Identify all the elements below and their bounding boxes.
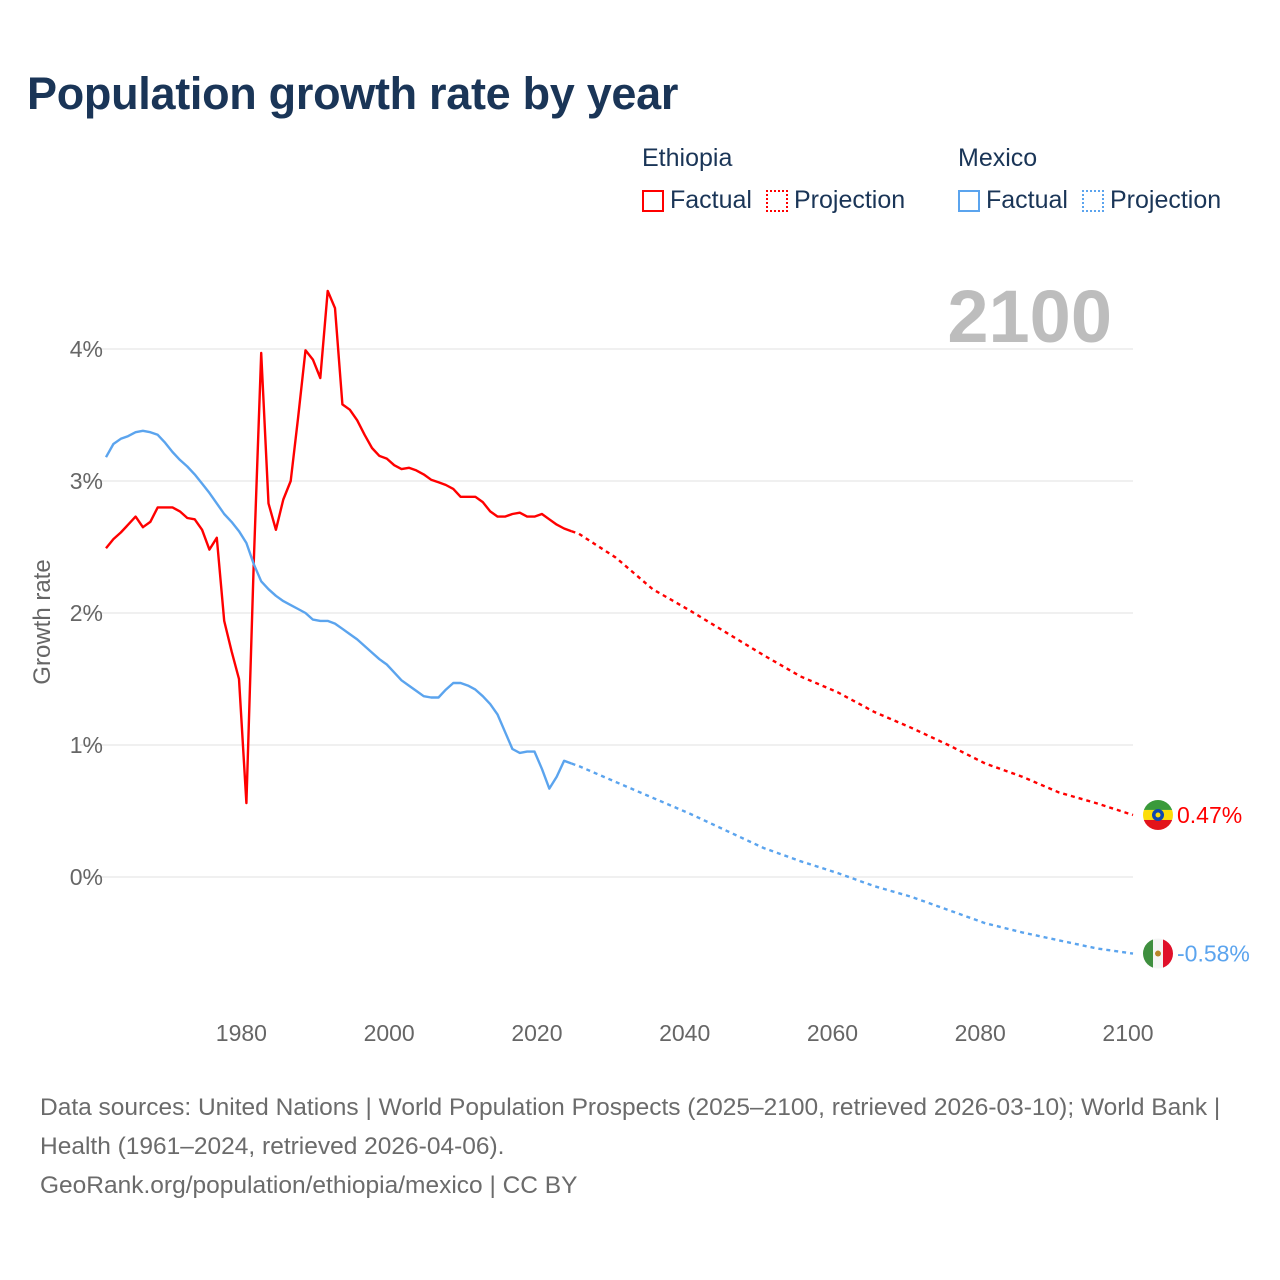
flag-icon-mexico (1143, 938, 1173, 969)
x-tick-label: 2080 (955, 1020, 1006, 1046)
line-chart: 2100 Growth rate 0% 1% 2% 3% 4% 1980 2000 2020 2… (29, 275, 1250, 1046)
legend-ethiopia-factual[interactable]: Factual (642, 186, 752, 215)
series-line-mexico-factual[interactable] (104, 429, 572, 790)
legend-swatch-dotted (1081, 189, 1104, 212)
y-tick-label: 2% (70, 600, 103, 626)
legend-label: Projection (1109, 186, 1222, 214)
end-value-label: 0.47% (1177, 802, 1242, 828)
legend-swatch-solid (958, 189, 980, 212)
series-line-ethiopia-factual[interactable] (105, 289, 572, 805)
y-tick-label: 3% (70, 468, 103, 494)
legend-country-label: Ethiopia (642, 144, 733, 172)
footer: Data sources: United Nations | World Pop… (40, 1088, 1240, 1205)
legend-ethiopia-projection[interactable]: Projection (765, 186, 906, 215)
x-tick-label: 2040 (659, 1020, 710, 1046)
legend-mexico-factual[interactable]: Factual (958, 186, 1068, 215)
series-line-ethiopia-projection[interactable] (571, 530, 1134, 817)
chart-title: Population growth rate by year (27, 68, 679, 119)
source-link[interactable]: GeoRank.org/population/ethiopia/mexico |… (40, 1172, 578, 1199)
legend-group-mexico: Mexico Factual Projection (958, 144, 1221, 215)
legend-group-ethiopia: Ethiopia Factual Projection (642, 144, 905, 215)
y-axis-title: Growth rate (29, 559, 56, 684)
legend-label: Projection (793, 186, 906, 214)
legend-mexico-projection[interactable]: Projection (1081, 186, 1222, 215)
y-tick-label: 4% (70, 336, 103, 362)
x-tick-label: 2060 (807, 1020, 858, 1046)
end-value-label: -0.58% (1177, 941, 1250, 967)
year-watermark: 2100 (947, 275, 1112, 358)
legend-label: Factual (670, 186, 752, 214)
data-sources: Data sources: United Nations | World Pop… (40, 1094, 1221, 1160)
flag-icon-ethiopia (1143, 799, 1173, 830)
x-tick-label: 2100 (1102, 1020, 1153, 1046)
y-tick-label: 1% (70, 732, 103, 758)
x-tick-label: 2020 (511, 1020, 562, 1046)
series-line-mexico-projection[interactable] (571, 762, 1134, 955)
legend-label: Factual (986, 186, 1068, 214)
y-tick-label: 0% (70, 864, 103, 890)
legend-swatch-solid (642, 189, 664, 212)
legend-country-label: Mexico (958, 144, 1038, 172)
x-tick-label: 2000 (364, 1020, 415, 1046)
legend-swatch-dotted (765, 189, 788, 212)
x-tick-label: 1980 (216, 1020, 267, 1046)
